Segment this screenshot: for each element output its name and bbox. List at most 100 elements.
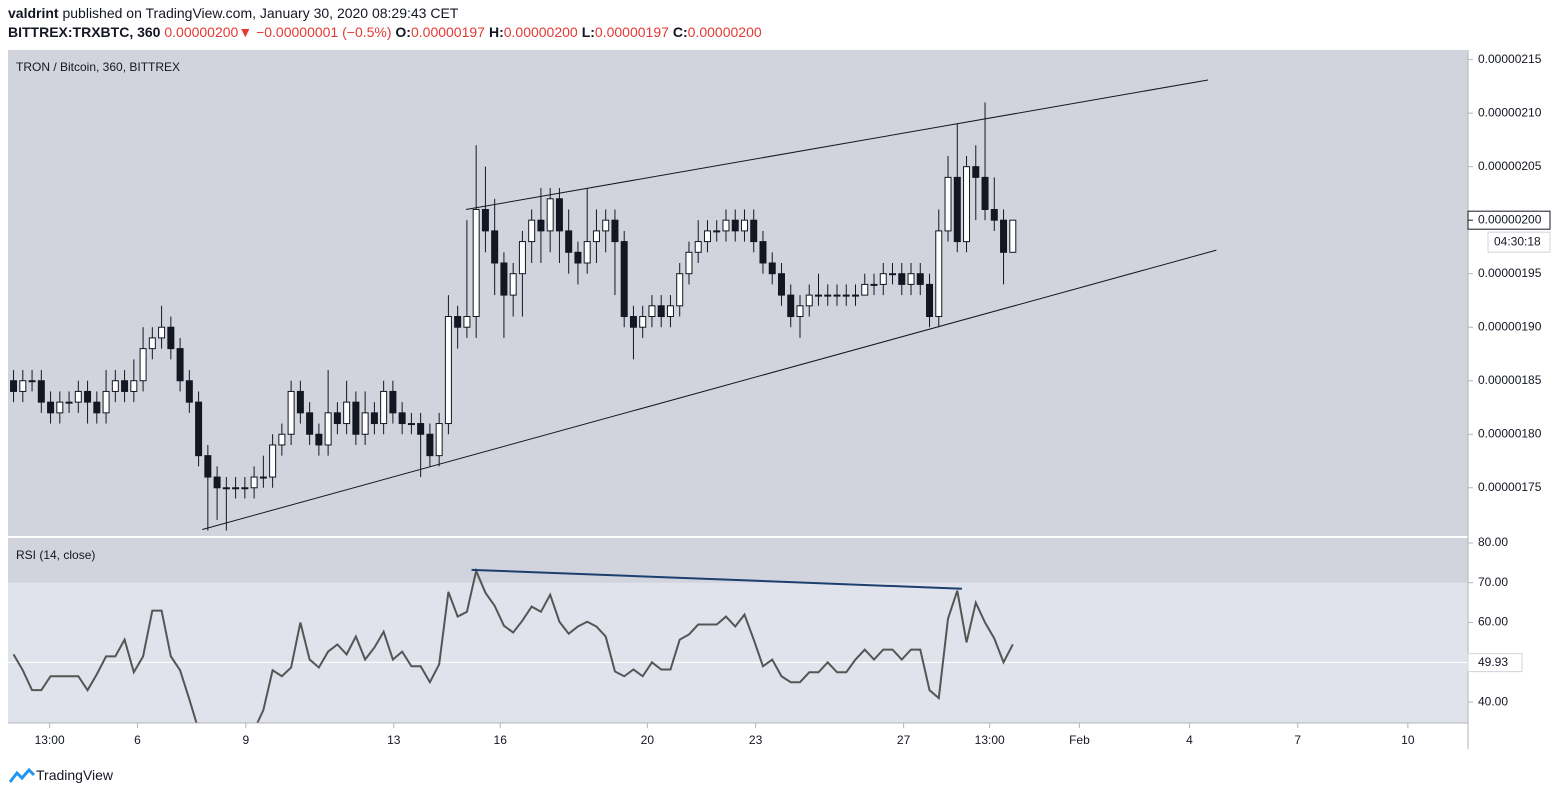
candle-body [787,294,795,318]
x-tick-label: 13:00 [35,733,65,747]
candle-body [777,273,785,296]
candle-body [315,433,323,446]
x-tick-label: 9 [242,733,249,747]
candle-body [972,166,980,178]
candle-body [944,176,952,232]
candle-body [759,241,767,264]
candle-body [713,230,721,233]
candle-body [639,316,647,328]
candle-body [389,390,397,414]
candle-body [592,230,600,243]
candle-body [435,423,443,457]
candle-body [426,433,434,457]
x-tick-label: 27 [897,733,911,747]
change: −0.00000001 (−0.5%) [256,24,392,40]
candle-body [343,401,351,425]
y-tick-label: 60.00 [1478,615,1508,629]
candle-body [454,316,462,328]
candle-body [65,401,73,404]
candle-body [611,219,619,243]
last-price-label: 0.00000200 [1478,212,1542,226]
candle-body [852,294,860,297]
candle-body [398,412,406,425]
candle-body [380,390,388,425]
candle-body [916,273,924,285]
rsi-value-label: 49.93 [1478,655,1508,669]
candle-body [824,294,832,297]
x-tick-label: 20 [641,733,655,747]
arrow: ▼ [238,24,253,40]
candle-body [518,241,526,275]
candle-body [546,198,554,232]
candle-body [657,305,665,318]
candle-body [352,401,360,435]
rsi-value-box [1467,653,1523,673]
candle-body [861,283,869,296]
price: 0.00000200 [164,24,239,40]
candle-body [722,219,730,232]
candle-body [56,401,64,414]
candle-body [842,294,850,297]
candle-body [111,380,119,392]
ohlc: O:0.00000197 H:0.00000200 L:0.00000197 C:0.… [395,24,765,40]
candle-body [833,294,841,297]
y-tick-label: 0.00000180 [1478,426,1542,440]
price-legend: TRON / Bitcoin, 360, BITTREX [16,60,180,74]
candle-body [491,230,499,264]
candle-body [333,412,341,425]
candle-body [213,476,221,489]
x-tick-label: 13 [387,733,401,747]
ohlc-value: 0.00000197 [594,24,669,40]
candle-body [232,487,240,490]
x-tick-label: Feb [1069,733,1090,747]
candle-body [574,251,582,264]
candle-body [204,455,212,478]
brand: TradingView [36,767,114,783]
candle-body [185,380,193,403]
candle-body [176,348,184,382]
x-tick-label: 4 [1186,733,1193,747]
candle-body [121,380,129,392]
author: valdrint [8,5,59,21]
candle-body [222,487,230,490]
candle-body [648,305,656,318]
published: published on TradingView.com, January 30… [62,5,459,21]
candle-body [509,273,517,296]
candle-body [74,390,82,403]
candle-body [324,412,332,446]
candle-body [10,380,18,392]
candle-body [703,230,711,243]
trendline [465,79,1209,210]
candle-body [287,390,295,435]
ohlc-key: H: [488,24,504,40]
candle-body [444,316,452,425]
candle-body [963,166,971,243]
candle-body [935,230,943,318]
candle-body [195,401,203,457]
ohlc-key: L: [581,24,595,40]
candle-body [19,380,27,392]
candle-body [407,423,415,426]
candle-body [361,412,369,435]
candle-body [694,241,702,253]
trendline [202,249,1217,530]
candle-body [102,390,110,414]
x-tick-label: 6 [134,733,141,747]
countdown: 04:30:18 [1494,234,1541,248]
candle-body [28,380,36,383]
y-tick-label: 0.00000210 [1478,105,1542,119]
candle-body [250,476,258,489]
ohlc-value: 0.00000200 [687,24,762,40]
y-tick-label: 0.00000215 [1478,52,1542,66]
candle-body [898,273,906,285]
x-tick-label: 10 [1401,733,1415,747]
candle-body [731,219,739,232]
candle-body [555,198,563,232]
candle-body [953,176,961,243]
candle-body [158,326,166,339]
candle-body [37,380,45,403]
candle-body [269,444,277,478]
candle-body [84,390,92,403]
x-tick-label: 13:00 [975,733,1005,747]
